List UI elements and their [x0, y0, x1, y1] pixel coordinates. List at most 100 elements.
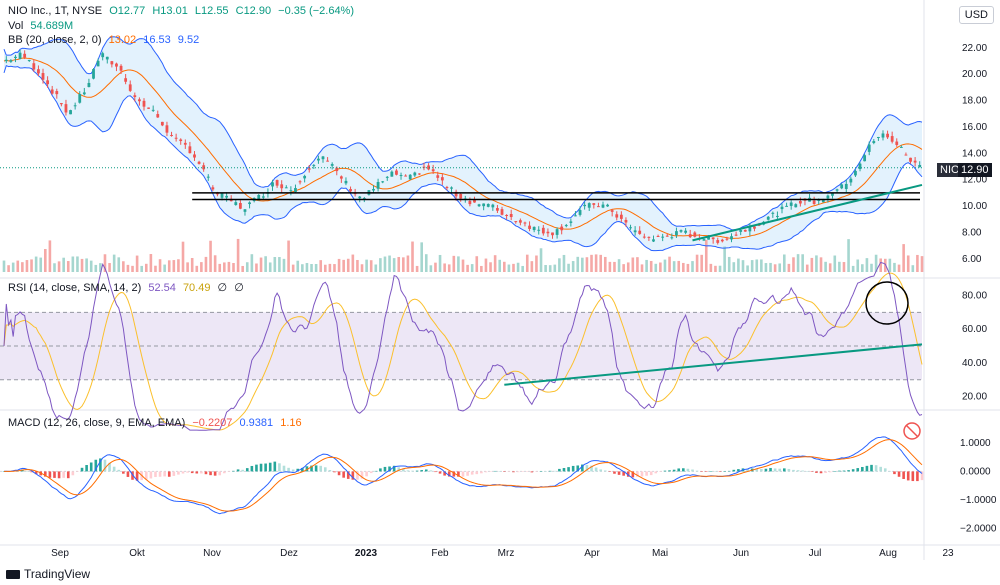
- macd-histogram-bar: [369, 471, 373, 474]
- candle-body: [610, 210, 614, 212]
- volume-bar: [732, 262, 736, 272]
- candle-body: [642, 236, 646, 238]
- macd-histogram-bar: [544, 471, 547, 472]
- volume-bar: [769, 262, 772, 272]
- price-axis-tick: 14.00: [962, 148, 987, 159]
- macd-histogram-bar: [737, 469, 740, 472]
- macd-histogram-bar: [484, 471, 488, 473]
- macd-histogram-bar: [305, 466, 309, 472]
- volume-value: 54.689M: [30, 20, 74, 32]
- volume-bar: [85, 258, 88, 272]
- candle-body: [739, 230, 743, 232]
- candle-body: [454, 191, 458, 197]
- candle-body: [4, 59, 8, 62]
- volume-bar: [636, 257, 639, 272]
- bb-lower-value: 9.52: [177, 34, 200, 46]
- candle-body: [821, 199, 825, 203]
- currency-button[interactable]: USD: [958, 6, 994, 24]
- volume-bar: [103, 254, 107, 272]
- candle-body: [619, 214, 623, 219]
- macd-histogram-bar: [388, 466, 391, 472]
- macd-histogram-bar: [916, 471, 919, 482]
- candle-body: [220, 192, 224, 198]
- volume-bar: [346, 258, 350, 272]
- candle-body: [840, 184, 844, 189]
- volume-bar: [62, 257, 65, 272]
- macd-histogram-bar: [847, 470, 850, 472]
- macd-histogram-bar: [21, 469, 24, 472]
- candle-body: [41, 73, 45, 80]
- volume-bar: [796, 254, 800, 272]
- macd-histogram-bar: [62, 471, 65, 478]
- candle-body: [541, 227, 545, 234]
- volume-bar: [599, 254, 602, 272]
- price-axis-tick: 20.00: [962, 69, 987, 80]
- volume-bar: [154, 265, 157, 272]
- volume-bar: [714, 265, 717, 272]
- volume-bar: [893, 262, 896, 272]
- volume-bar: [470, 264, 474, 272]
- macd-histogram-bar: [89, 462, 93, 472]
- volume-bar: [902, 244, 905, 272]
- candle-body: [395, 170, 398, 175]
- price-trendline: [692, 183, 923, 242]
- volume-bar: [328, 263, 332, 272]
- candle-body: [188, 146, 192, 154]
- macd-histogram-bar: [296, 468, 300, 472]
- candle-body: [720, 239, 724, 242]
- candle-body: [743, 229, 747, 232]
- volume-bar: [149, 254, 153, 272]
- candle-body: [450, 187, 453, 189]
- rsi-extra-2: ∅: [234, 282, 244, 294]
- volume-bar: [379, 258, 382, 272]
- tradingview-logo[interactable]: TradingView: [6, 567, 90, 581]
- time-axis-label: Jul: [809, 548, 822, 559]
- volume-bar: [429, 265, 433, 272]
- volume-bar: [861, 264, 864, 272]
- macd-histogram-bar: [920, 471, 924, 481]
- candle-body: [339, 176, 343, 179]
- volume-bar: [44, 248, 47, 272]
- candle-body: [160, 121, 164, 126]
- macd-line: [3, 436, 923, 515]
- volume-bar: [223, 262, 226, 272]
- volume-bar: [792, 257, 795, 272]
- time-axis-label: Okt: [129, 548, 145, 559]
- volume-bar: [461, 259, 465, 272]
- candle-body: [271, 182, 274, 187]
- candle-body: [766, 216, 770, 220]
- candle-body: [211, 187, 215, 190]
- macd-signal-line: [3, 439, 923, 512]
- symbol-price-tag: NIO: [937, 163, 963, 177]
- volume-bar: [112, 254, 116, 272]
- price-axis-tick: 12.00: [962, 175, 987, 186]
- volume-bar: [704, 240, 708, 272]
- volume-bar: [631, 257, 635, 272]
- volume-bar: [66, 261, 70, 272]
- volume-bar: [287, 240, 290, 272]
- candle-body: [597, 206, 600, 208]
- macd-histogram-bar: [452, 471, 456, 477]
- macd-histogram-bar: [585, 465, 589, 472]
- volume-bar: [365, 259, 368, 272]
- volume-bar: [783, 254, 786, 272]
- macd-histogram-bar: [507, 471, 511, 472]
- macd-histogram-bar: [870, 464, 873, 472]
- macd-histogram-bar: [30, 471, 33, 473]
- volume-bar: [324, 264, 327, 272]
- candle-body: [183, 142, 187, 145]
- candle-body: [872, 141, 876, 144]
- candle-body: [606, 204, 609, 207]
- macd-histogram-bar: [783, 468, 786, 472]
- candle-body: [73, 105, 77, 107]
- macd-histogram-bar: [856, 468, 860, 472]
- volume-bar: [314, 263, 318, 272]
- volume-bar: [480, 265, 483, 272]
- candle-body: [422, 166, 426, 168]
- candle-body: [298, 181, 302, 183]
- volume-bar: [282, 258, 286, 272]
- candle-body: [138, 99, 141, 102]
- macd-histogram-bar: [553, 470, 557, 472]
- candle-body: [376, 181, 380, 189]
